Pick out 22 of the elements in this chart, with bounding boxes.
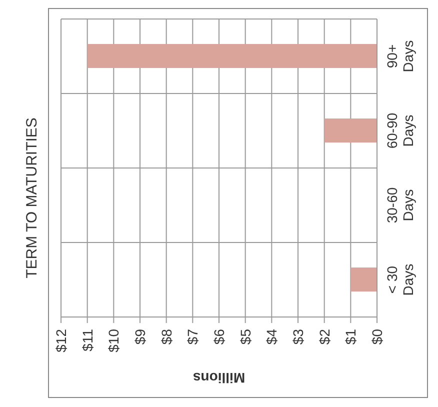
x-tick-label: $2	[316, 328, 332, 345]
y-tick-label: 30-60 Days	[384, 187, 416, 224]
bar	[324, 118, 377, 142]
bar	[350, 268, 377, 292]
x-tick-label: $11	[79, 328, 96, 352]
x-tick-label: $4	[264, 328, 280, 345]
y-tick-label: 60-90 Days	[384, 112, 416, 149]
x-tick-label: $10	[106, 328, 122, 352]
x-tick-label: $1	[342, 328, 359, 345]
y-tick-label: 90+ Days	[384, 40, 416, 72]
text: TERM TO MATURITIES	[24, 118, 40, 278]
x-tick-label: $5	[237, 328, 254, 345]
x-axis-title: Millions	[192, 370, 246, 386]
bar	[87, 44, 377, 68]
x-tick-label: $7	[184, 328, 201, 345]
x-tick-label: $6	[211, 328, 227, 345]
x-tick-label: $0	[369, 328, 385, 345]
x-tick-label: $12	[53, 328, 69, 352]
x-tick-label: $9	[132, 328, 148, 345]
x-tick-label: $3	[290, 328, 306, 345]
x-tick-label: $8	[158, 328, 174, 345]
y-tick-label: < 30 Days	[384, 264, 416, 296]
